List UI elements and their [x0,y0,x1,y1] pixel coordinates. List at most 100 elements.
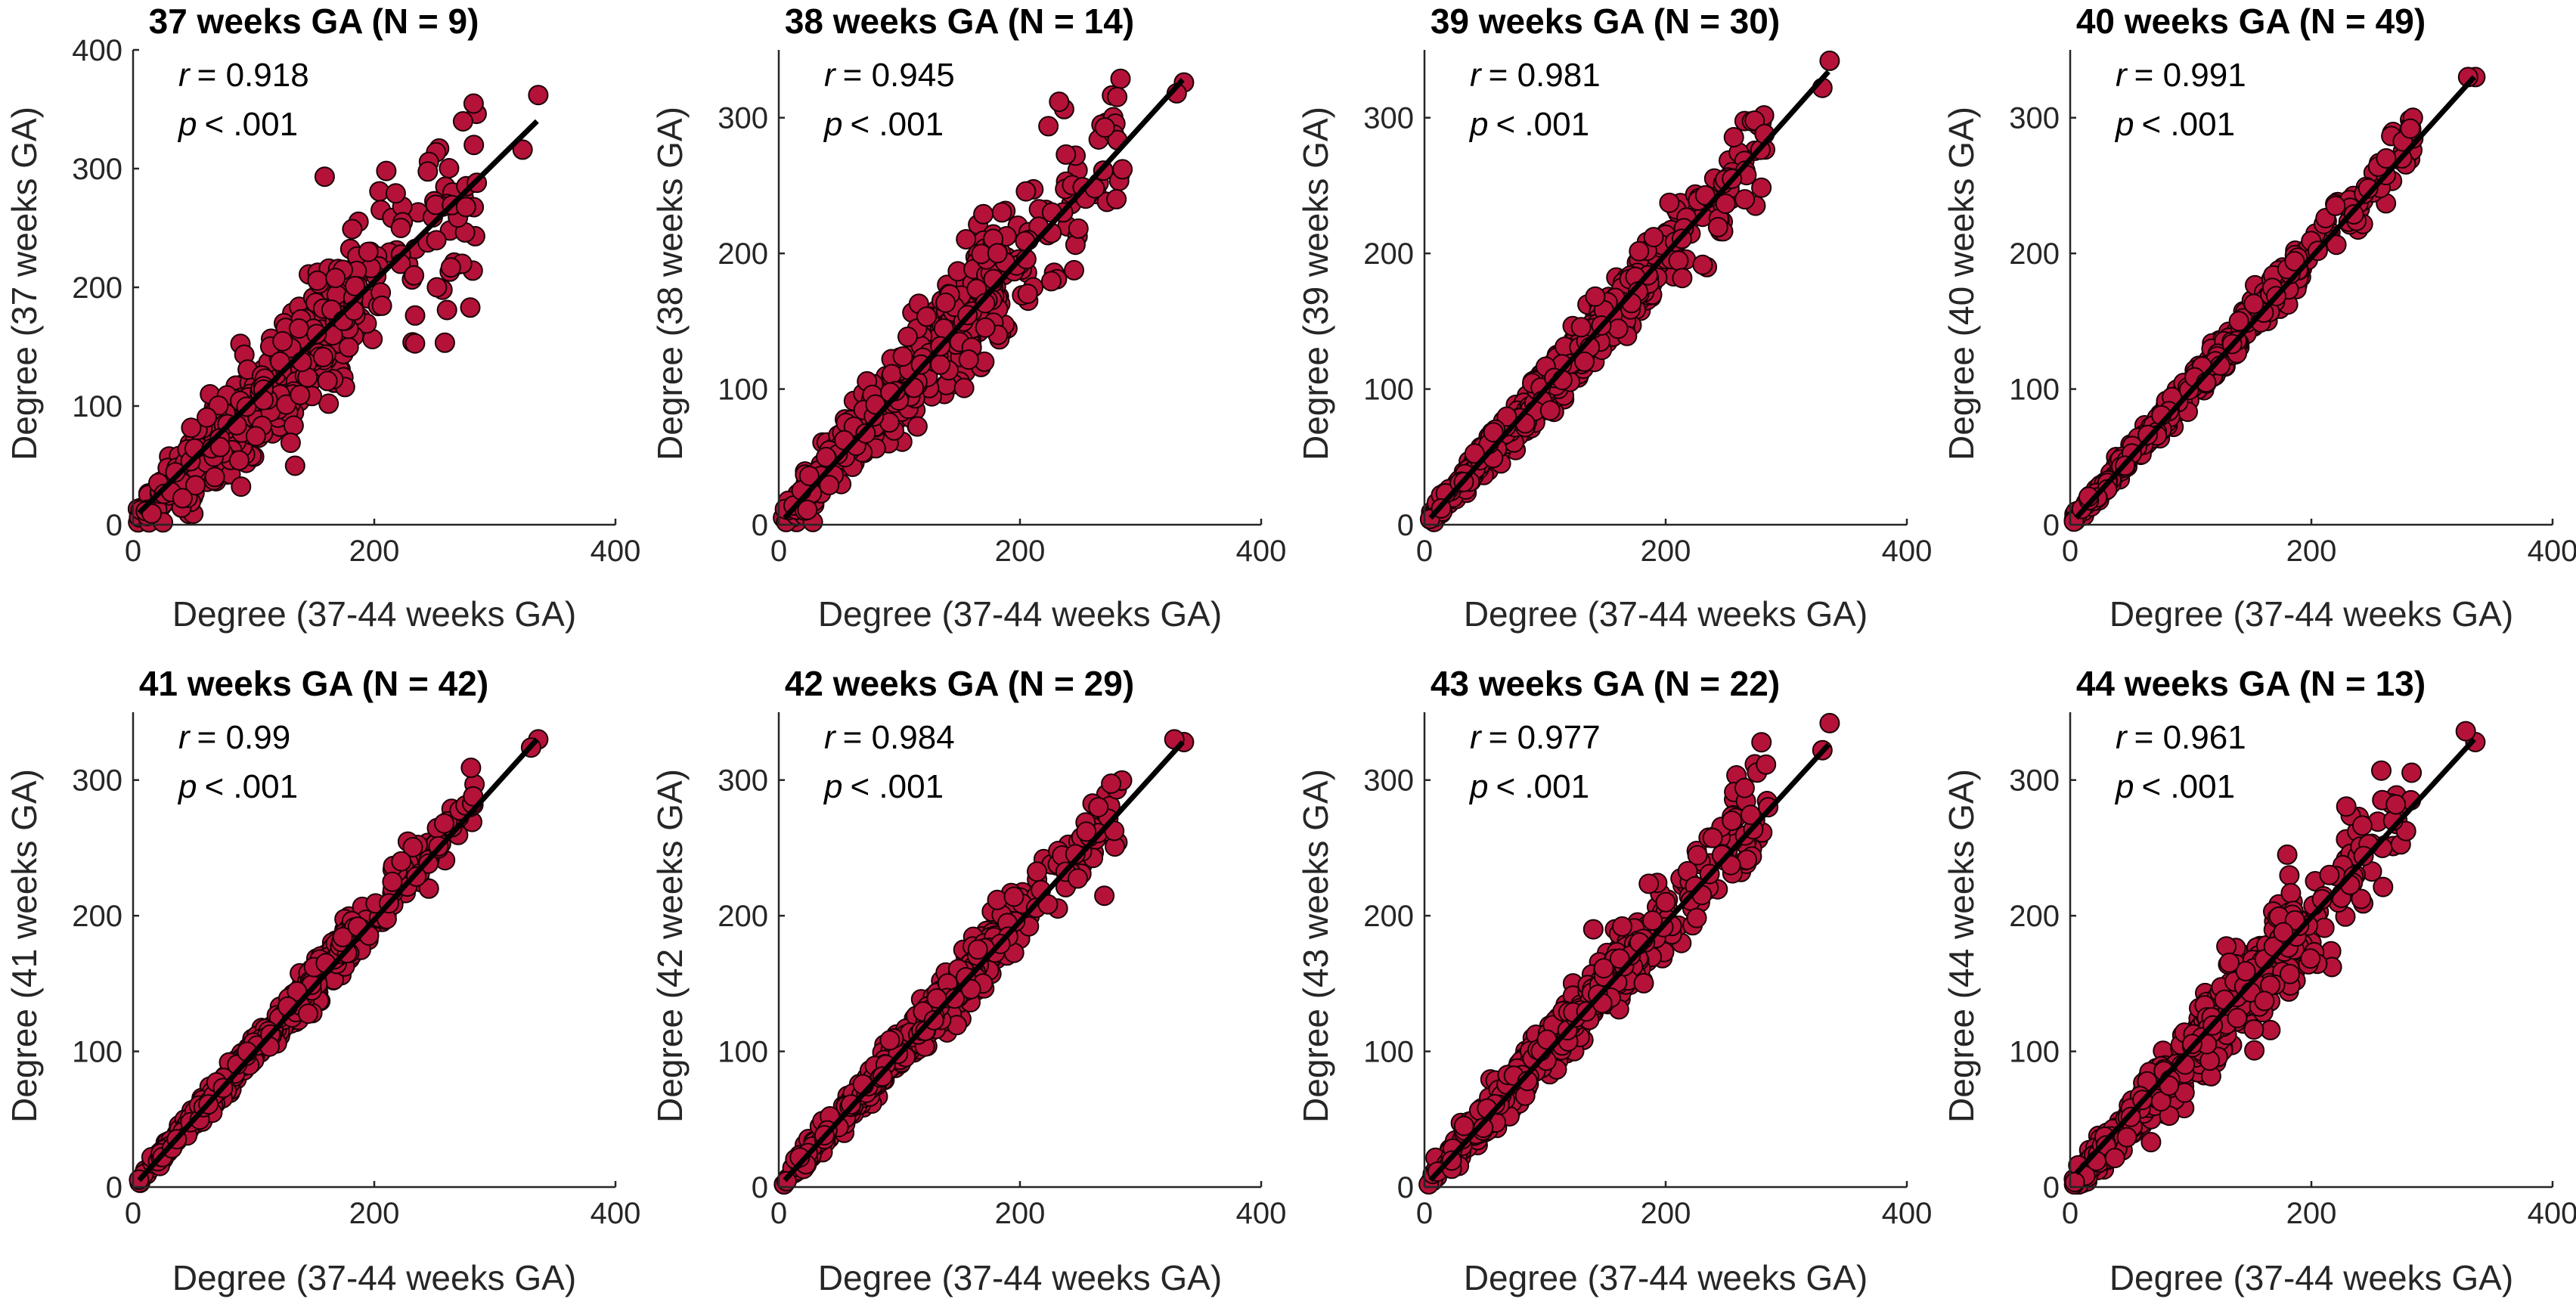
x-axis-label: Degree (37-44 weeks GA) [1464,1258,1868,1297]
y-tick-label: 0 [752,1171,768,1204]
data-point [440,257,461,278]
data-point [1751,732,1772,753]
data-point [371,295,392,316]
p-symbol: p [823,106,842,143]
regression-line [137,119,539,515]
x-tick-label: 200 [995,535,1046,568]
p-statistic: p < .001 [1468,106,1589,143]
data-point [436,299,457,321]
r-statistic: r = 0.918 [178,57,309,94]
data-point [2227,1008,2248,1028]
data-point [1655,891,1676,913]
data-point [463,135,485,156]
x-tick-label: 0 [1416,535,1433,568]
data-point [452,111,473,132]
data-point [231,476,252,498]
data-point [1707,216,1728,237]
data-point [2300,948,2321,969]
r-value: = 0.945 [843,57,955,94]
panel-title: 40 weeks GA (N = 49) [2076,2,2426,41]
y-tick-label: 0 [2043,509,2060,542]
data-point [2371,760,2392,781]
r-statistic: r = 0.945 [824,57,955,94]
x-axis-label: Degree (37-44 weeks GA) [818,594,1222,634]
data-point [385,183,406,204]
data-point [405,333,426,354]
panel: 39 weeks GA (N = 30) r = 0.981 p < .001 De… [1296,2,1868,634]
x-tick-label: 400 [591,1197,641,1230]
x-axis-label: Degree (37-44 weeks GA) [1464,594,1868,634]
p-statistic: p < .001 [2114,768,2235,805]
data-point [1112,159,1133,180]
data-point [1094,885,1115,907]
data-point [165,462,186,483]
y-tick-label: 200 [2009,900,2060,933]
data-point [1659,192,1680,213]
y-tick-label: 200 [2009,237,2060,271]
x-tick-label: 200 [2286,1197,2337,1230]
r-statistic: r = 0.981 [1470,57,1601,94]
data-point [1643,227,1664,248]
y-tick-label: 300 [2009,764,2060,798]
y-tick-label: 200 [718,900,768,933]
y-tick-label: 200 [718,237,768,271]
panel: 40 weeks GA (N = 49) r = 0.991 p < .001 De… [1942,2,2513,634]
data-point [1582,919,1604,940]
data-point [402,837,423,857]
data-point [272,330,293,352]
data-point [284,455,305,476]
data-point [855,423,876,444]
data-point [1686,907,1707,928]
panel: 43 weeks GA (N = 22) r = 0.977 p < .001 De… [1296,664,1868,1297]
data-point [1612,916,1632,937]
panel: 37 weeks GA (N = 9) r = 0.918 p < .001 Deg… [5,2,576,634]
data-point [2284,251,2305,271]
r-value: = 0.99 [197,719,291,756]
data-point [1003,886,1025,907]
p-symbol: p [2114,106,2134,143]
data-point [288,318,309,339]
regression-line [1428,742,1830,1183]
data-point [2319,864,2340,885]
data-point [2254,990,2275,1012]
y-tick-label: 0 [106,1171,122,1204]
r-symbol: r [824,57,837,94]
r-statistic: r = 0.99 [178,719,290,756]
data-point [1668,250,1689,271]
y-axis-label: Degree (39 weeks GA) [1296,107,1335,460]
data-point [332,926,353,947]
p-statistic: p < .001 [823,768,944,805]
data-point [405,305,426,326]
y-tick-label: 0 [106,509,122,542]
data-point [2280,882,2302,904]
r-symbol: r [178,719,191,756]
y-tick-label: 200 [1363,237,1414,271]
x-tick-label: 200 [2286,535,2337,568]
data-point [307,270,328,291]
x-tick-label: 0 [770,535,787,568]
x-tick-label: 0 [125,1197,141,1230]
regression-line [783,740,1185,1183]
data-point [1702,827,1723,848]
data-point [2325,195,2346,216]
data-point [892,346,913,367]
x-tick-label: 400 [2528,1197,2576,1230]
data-point [358,241,379,262]
r-symbol: r [178,57,191,94]
x-tick-label: 400 [1236,535,1287,568]
data-point [2140,1132,2162,1153]
r-value: = 0.984 [843,719,955,756]
data-point [819,475,840,496]
data-point [306,324,327,345]
data-point [2219,952,2240,973]
data-point [2199,1050,2221,1071]
data-point [1068,868,1088,889]
data-point [434,332,455,353]
data-point [975,317,996,338]
r-statistic: r = 0.991 [2116,57,2246,94]
data-point [460,758,482,778]
y-tick-label: 300 [718,102,768,135]
